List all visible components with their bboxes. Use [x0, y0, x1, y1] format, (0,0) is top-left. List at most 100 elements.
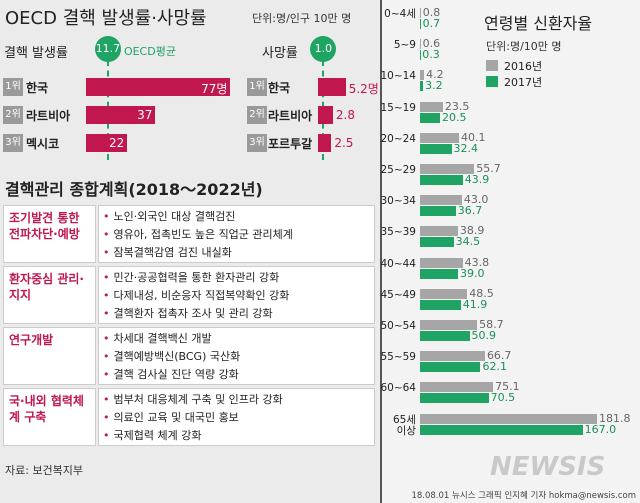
- bar: [318, 106, 333, 124]
- bar: [420, 393, 489, 404]
- category-label: 한국: [26, 81, 49, 95]
- bar: [420, 226, 458, 237]
- item: 범부처 대응체계 구축 및 인프라 강화: [103, 391, 283, 407]
- value-label: 43.9: [464, 173, 490, 186]
- category-label: 50~54: [380, 320, 416, 332]
- category-label: 한국: [268, 81, 291, 95]
- bar: [420, 39, 421, 50]
- bar: [420, 320, 478, 330]
- value-label: 32.4: [453, 141, 479, 155]
- value-label: 2.8: [335, 108, 356, 122]
- value-label: 39.0: [459, 266, 485, 280]
- category-label: 라트비아: [268, 109, 313, 123]
- chart-subtitle: 결핵 발생률: [4, 46, 68, 61]
- bar: [420, 237, 454, 248]
- bar: [420, 288, 468, 299]
- bar: [420, 382, 494, 393]
- divider: [380, 0, 382, 503]
- value-label: 4.2: [426, 68, 444, 82]
- legend-swatch: [486, 76, 498, 87]
- item: 의료인 교육 및 대국민 홍보: [103, 409, 239, 425]
- bar: [420, 164, 475, 174]
- legend-label: 2016년: [504, 60, 543, 73]
- value-label: 22: [108, 136, 125, 150]
- value-label: 43.0: [463, 193, 489, 207]
- bar: [420, 257, 463, 268]
- category-label: 35~39: [380, 226, 416, 239]
- section-title: 결핵관리 종합계획(2018～2022년): [5, 180, 263, 199]
- category-label: 60~64: [380, 382, 416, 395]
- item: 국제협력 체계 강화: [103, 427, 202, 443]
- item: 결핵 검사실 진단 역량 강화: [103, 366, 239, 382]
- category-label: 25~29: [380, 164, 416, 176]
- item: 영유아, 접촉빈도 높은 직업군 관리체계: [103, 226, 293, 242]
- reference-marker: 11.7: [94, 36, 121, 62]
- category-label: 65세 이상: [392, 413, 416, 437]
- value-label: 2.5: [334, 136, 354, 150]
- value-label: 41.9: [462, 297, 488, 311]
- value-label: 0.3: [422, 48, 440, 62]
- item: 결핵예방백신(BCG) 국산화: [103, 348, 241, 364]
- row-label: 조기발견 통한 전파차단·예방: [3, 205, 96, 263]
- item: 잠복결핵감염 검진 내실화: [103, 244, 232, 260]
- bar: [420, 195, 462, 206]
- category-label: 55~59: [380, 351, 416, 364]
- rank: 2위: [247, 106, 267, 124]
- bar: [420, 424, 583, 435]
- value-label: 58.7: [479, 318, 504, 331]
- category-label: 15~19: [380, 101, 416, 114]
- category-label: 20~24: [380, 132, 416, 145]
- bar: [420, 362, 481, 373]
- category-label: 40~44: [380, 257, 416, 270]
- value-label: 167.0: [584, 422, 617, 436]
- source: 자료: 보건복지부: [5, 464, 84, 477]
- value-label: 40.1: [461, 130, 486, 144]
- bar: [420, 81, 424, 92]
- bar: [420, 143, 452, 154]
- bar: [420, 132, 460, 143]
- bar: [420, 19, 421, 29]
- value-label: 55.7: [476, 162, 501, 175]
- bar: [420, 70, 425, 81]
- item: 다제내성, 비순응자 직접복약확인 강화: [103, 287, 290, 303]
- category-label: 라트비아: [26, 109, 71, 123]
- unit: 단위:명/10만 명: [486, 40, 562, 53]
- value-label: 36.7: [457, 204, 483, 218]
- item: 차세대 결핵백신 개발: [103, 330, 212, 346]
- value-label: 62.1: [482, 360, 507, 374]
- value-label: 3.2: [425, 79, 443, 93]
- value-label: 181.8: [599, 411, 631, 425]
- value-label: 23.5: [444, 99, 470, 113]
- reference-label: OECD평균: [123, 45, 176, 58]
- unit: 단위:명/인구 10만 명: [252, 12, 352, 25]
- rank: 3위: [247, 134, 267, 152]
- value-label: 70.5: [490, 391, 516, 405]
- value-label: 43.8: [464, 255, 490, 269]
- value-label: 5.2명: [348, 82, 379, 96]
- category-label: 포르투갈: [268, 137, 313, 151]
- bar: [318, 78, 346, 96]
- legend-swatch: [486, 60, 498, 71]
- item: 민간·공공협력을 통한 환자관리 강화: [103, 269, 280, 285]
- credit: 18.08.01 뉴시스 그래픽 인지혜 기자 hokma@newsis.com: [411, 491, 636, 501]
- row-label: 연구개발: [3, 327, 96, 385]
- value-label: 34.5: [455, 235, 481, 249]
- bar: [420, 101, 443, 112]
- bar: [420, 413, 598, 424]
- category-label: 10~14: [380, 70, 416, 83]
- row-label: 환자중심 관리·지지: [3, 266, 96, 324]
- value-label: 0.8: [422, 6, 441, 19]
- category-label: 45~49: [380, 288, 416, 301]
- category-label: 멕시코: [26, 137, 60, 151]
- category-label: 0~4세: [384, 8, 416, 20]
- value-label: 37: [137, 108, 153, 122]
- bar: [420, 8, 421, 18]
- bar: [318, 134, 332, 152]
- value-label: 50.9: [471, 329, 497, 342]
- bar: [86, 78, 231, 96]
- category-label: 5~9: [393, 39, 416, 52]
- bar: [86, 106, 156, 124]
- value-label: 20.5: [441, 110, 467, 124]
- watermark: NEWSIS: [490, 452, 606, 482]
